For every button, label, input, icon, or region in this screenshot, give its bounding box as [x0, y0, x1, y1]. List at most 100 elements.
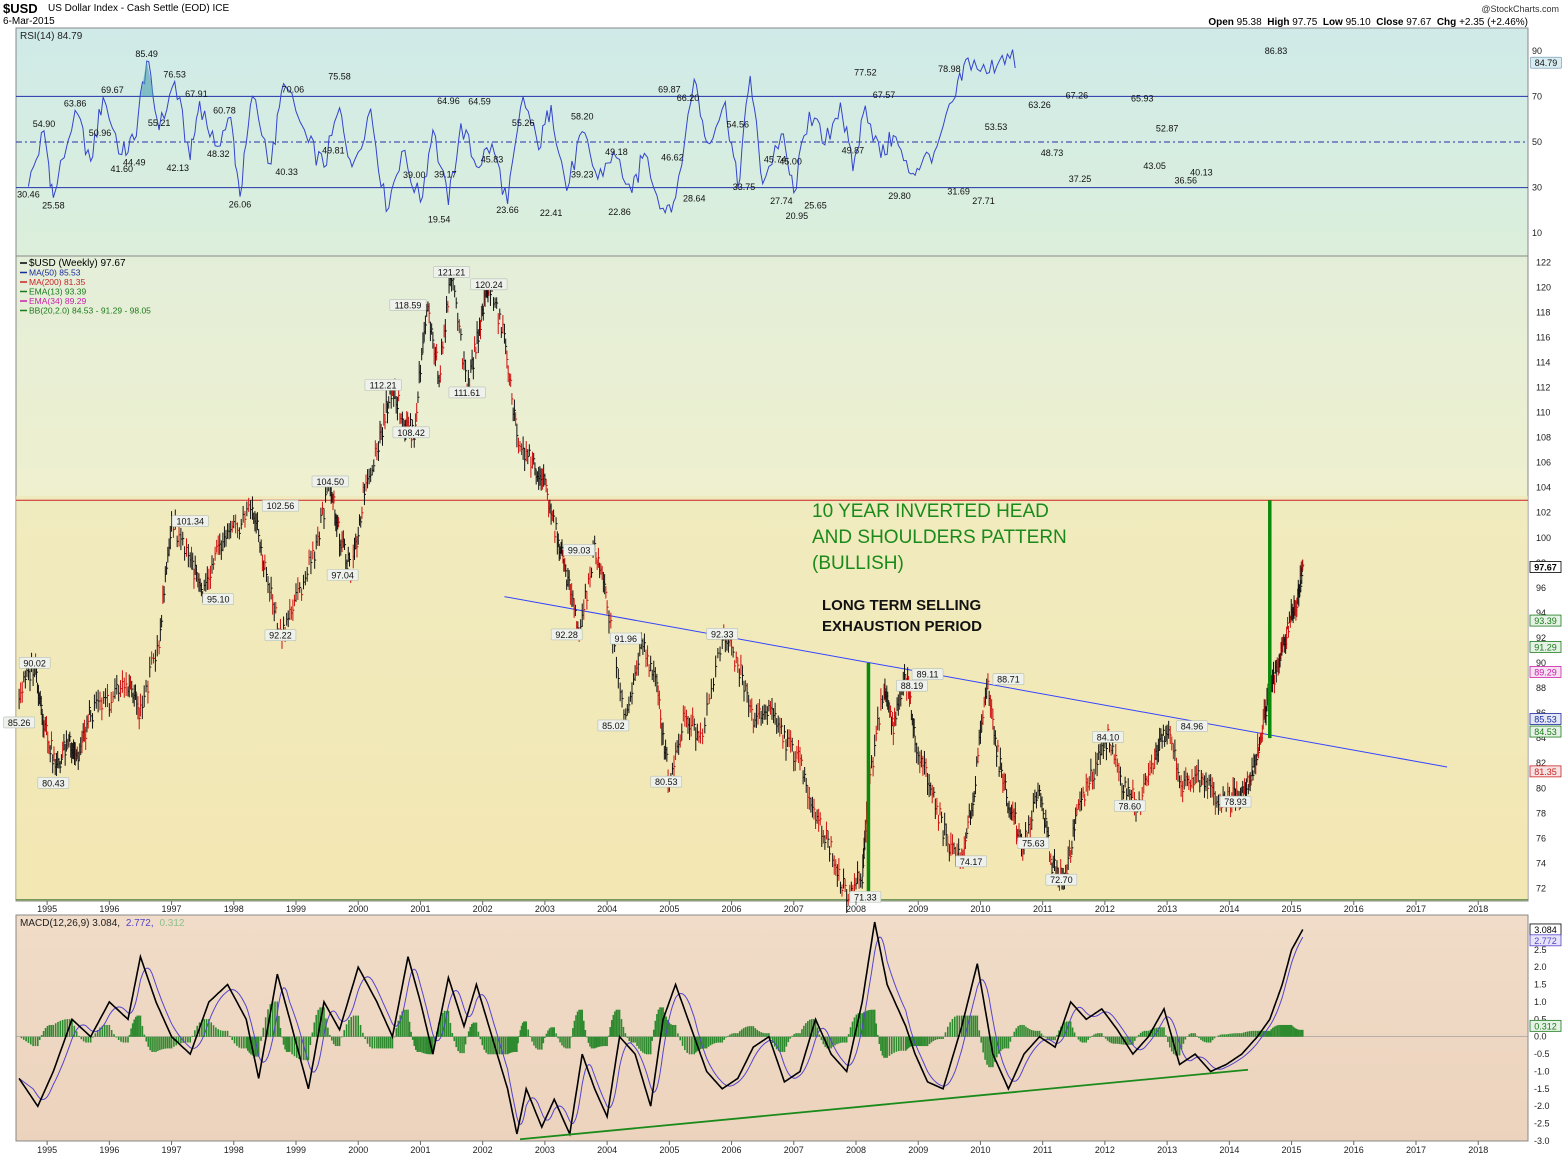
price-layer: 7274767880828486889092949698100102104106… — [3, 257, 1562, 913]
price-annotation-10-box — [392, 426, 430, 439]
rsi-annotation-54: 67.26 — [1066, 91, 1089, 101]
price-ytick-112: 112 — [1536, 383, 1550, 393]
price-ytick-102: 102 — [1536, 508, 1551, 518]
rsi-annotation-3: 63.86 — [64, 98, 87, 108]
price-right-label-text: 91.29 — [1534, 642, 1557, 652]
price-right-label-6: 81.35 — [1529, 765, 1562, 778]
rsi-annotation-47: 29.80 — [888, 191, 911, 201]
rsi-annotation-42: 20.95 — [786, 211, 809, 221]
price-annotation-27-text: 72.70 — [1050, 875, 1073, 885]
chg-label: Chg — [1436, 17, 1457, 28]
price-annotation-5-text: 102.56 — [267, 501, 295, 511]
price-annotation-30-box — [1176, 720, 1208, 732]
rsi-annotation-38: 33.75 — [733, 182, 756, 192]
price-right-label-1: 93.39 — [1529, 614, 1562, 627]
price-right-label-0: 97.67 — [1529, 561, 1562, 573]
macd-xtick-2009: 2009 — [908, 1145, 928, 1155]
price-xtick-2018: 2018 — [1468, 904, 1488, 914]
price-right-label-box — [1529, 640, 1562, 653]
price-ytick-94: 94 — [1536, 608, 1546, 618]
price-xtick-2006: 2006 — [722, 904, 742, 914]
rsi-annotation-41: 45.00 — [779, 156, 802, 166]
price-ytick-96: 96 — [1536, 583, 1546, 593]
rsi-annotation-50: 53.53 — [985, 122, 1008, 132]
rsi-annotation-12: 67.91 — [185, 89, 208, 99]
price-right-label-box — [1529, 713, 1562, 725]
price-ytick-100: 100 — [1536, 533, 1551, 543]
rsi-annotation-40: 27.74 — [770, 196, 793, 206]
price-annotation-19: 80.53 — [650, 775, 683, 788]
price-xtick-2017: 2017 — [1406, 904, 1426, 914]
close-label: Close — [1376, 17, 1404, 28]
chart-date: 6-Mar-2015 — [3, 16, 55, 27]
price-annotation-25-box — [955, 855, 987, 868]
price-annotation-26-text: 75.63 — [1022, 839, 1045, 849]
price-xtick-2008: 2008 — [846, 904, 866, 914]
price-annotation-18-text: 85.02 — [602, 721, 625, 731]
price-xtick-1997: 1997 — [162, 904, 182, 914]
price-annotation-6: 92.22 — [264, 629, 297, 642]
price-annotation-28-text: 84.10 — [1097, 732, 1120, 742]
rsi-annotation-9: 55.21 — [148, 118, 171, 128]
price-annotation-7-text: 104.50 — [316, 477, 344, 487]
price-annotation-28: 84.10 — [1092, 731, 1124, 743]
price-ytick-120: 120 — [1536, 282, 1551, 292]
rsi-ytick-30: 30 — [1532, 183, 1542, 193]
price-annotation-4: 95.10 — [202, 593, 235, 605]
rsi-annotation-51: 27.71 — [972, 196, 995, 206]
price-xtick-2002: 2002 — [473, 904, 493, 914]
macd-xtick-1995: 1995 — [37, 1145, 57, 1155]
macd-ytick-0: -3.0 — [1534, 1136, 1550, 1146]
rsi-annotation-31: 49.18 — [605, 147, 628, 157]
price-annotation-1-text: 90.02 — [23, 658, 46, 668]
open-label: Open — [1208, 17, 1234, 28]
rsi-annotation-7: 50.96 — [89, 128, 112, 138]
rsi-annotation-39: 45.74 — [764, 155, 787, 165]
rsi-annotation-0: 30.46 — [17, 190, 40, 200]
price-ytick-84: 84 — [1536, 733, 1546, 743]
macd-right-label-text: 2.772 — [1534, 936, 1557, 946]
rsi-annotation-20: 39.00 — [403, 170, 426, 180]
high-value: 97.75 — [1292, 17, 1318, 28]
macd-legend-signal: 2.772, — [126, 918, 154, 929]
price-annotation-7: 104.50 — [311, 475, 349, 488]
price-xtick-2009: 2009 — [908, 904, 928, 914]
price-annotation-19-text: 80.53 — [655, 777, 678, 787]
rsi-current-value-label: 84.79 — [1530, 56, 1562, 69]
price-right-label-box — [1529, 725, 1562, 738]
rsi-annotation-55: 37.25 — [1069, 174, 1092, 184]
price-annotation-13-box — [448, 386, 486, 399]
macd-xtick-2017: 2017 — [1406, 1145, 1426, 1155]
macd-xtick-2011: 2011 — [1033, 1145, 1052, 1155]
rsi-annotation-61: 86.83 — [1265, 46, 1288, 56]
macd-xtick-1997: 1997 — [162, 1145, 182, 1155]
price-annotation-11-box — [389, 299, 427, 311]
price-annotation-0-box — [3, 716, 35, 729]
price-annotation-3-text: 101.34 — [176, 517, 204, 527]
price-legend-item-2: MA(200) 81.35 — [29, 277, 85, 287]
rsi-annotation-30: 39.23 — [571, 170, 594, 180]
price-right-label-5: 84.53 — [1529, 725, 1562, 738]
macd-xtick-2012: 2012 — [1095, 1145, 1115, 1155]
price-annotation-4-box — [202, 593, 235, 605]
price-annotation-5-box — [261, 499, 299, 512]
macd-legend-main: MACD(12,26,9) 3.084, — [20, 918, 120, 929]
price-annotation-16-box — [550, 628, 583, 641]
rsi-ytick-90: 90 — [1532, 46, 1542, 56]
rsi-annotation-35: 66.20 — [677, 93, 700, 103]
price-annotation-18-box — [597, 719, 630, 732]
rsi-overbought-fill-1996 — [140, 61, 155, 97]
price-xtick-1996: 1996 — [99, 904, 119, 914]
price-right-label-4: 85.53 — [1529, 713, 1562, 725]
price-xtick-2000: 2000 — [348, 904, 368, 914]
rsi-ytick-70: 70 — [1532, 91, 1542, 101]
price-ytick-92: 92 — [1536, 633, 1546, 643]
macd-line — [18, 921, 1304, 1137]
macd-xtick-2006: 2006 — [722, 1145, 742, 1155]
price-annotation-25: 74.17 — [955, 855, 987, 868]
price-annotation-30-text: 84.96 — [1181, 722, 1204, 732]
price-right-label-2: 91.29 — [1529, 640, 1562, 653]
low-value: 95.10 — [1345, 17, 1371, 28]
rsi-annotation-6: 44.49 — [123, 158, 146, 168]
selling-label-line2: EXHAUSTION PERIOD — [822, 618, 982, 635]
